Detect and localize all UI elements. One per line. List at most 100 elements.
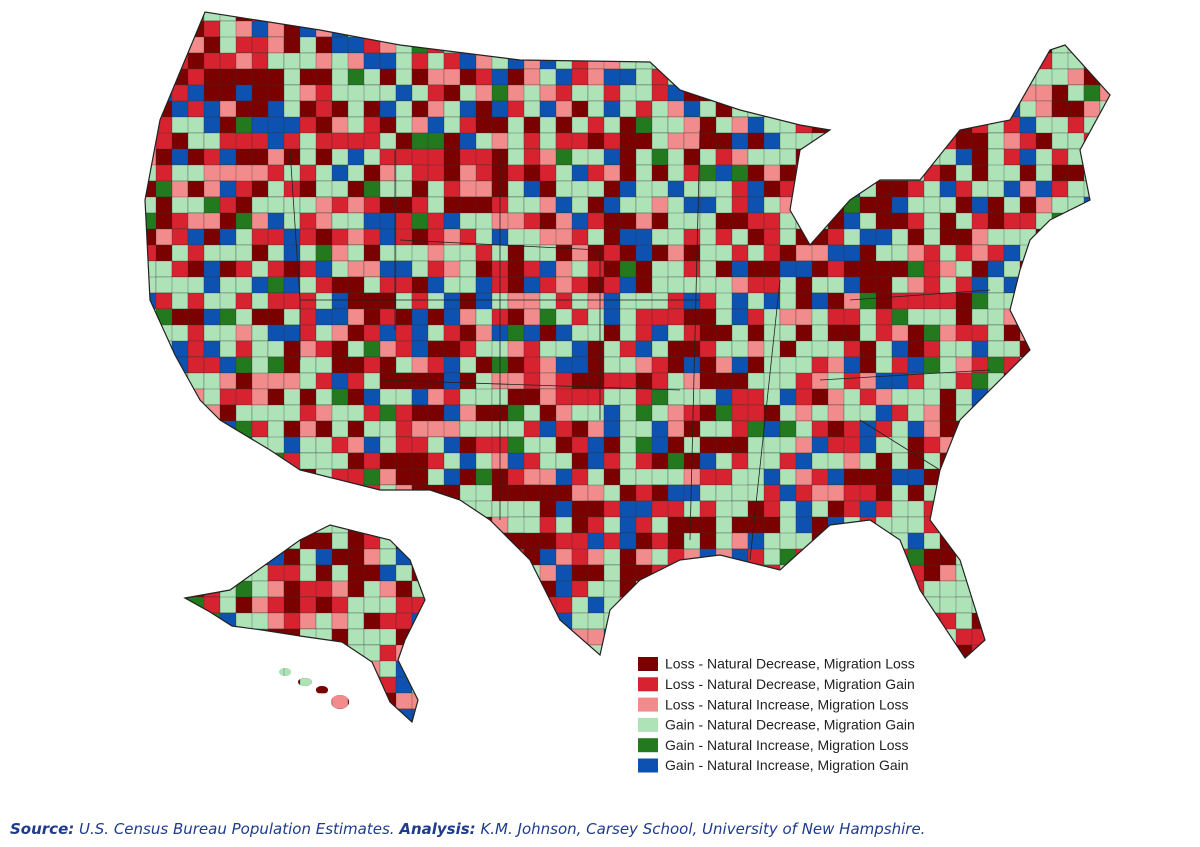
county-patch (1035, 644, 1069, 662)
county-patch (1099, 484, 1110, 502)
county-patch (476, 725, 508, 741)
county-patch (955, 132, 973, 150)
county-patch (443, 484, 461, 518)
county-patch (987, 36, 1005, 54)
county-patch (827, 116, 861, 134)
county-patch (395, 660, 429, 678)
county-patch (875, 100, 893, 134)
county-patch (667, 52, 701, 86)
county-patch (603, 324, 621, 342)
county-patch (603, 708, 637, 722)
county-patch (795, 580, 829, 598)
county-patch (1067, 12, 1085, 38)
county-patch (875, 84, 893, 102)
county-patch (955, 180, 973, 198)
county-patch (1051, 436, 1069, 454)
county-patch (379, 532, 397, 550)
county-patch (187, 132, 205, 150)
county-patch (539, 132, 557, 150)
county-patch (955, 260, 973, 278)
county-patch (939, 676, 957, 694)
county-patch (683, 596, 717, 614)
county-patch (683, 564, 701, 582)
county-patch (235, 676, 269, 710)
county-patch (875, 20, 909, 54)
county-patch (1099, 628, 1110, 662)
county-patch (1067, 276, 1085, 294)
county-patch (203, 548, 221, 582)
county-patch (651, 52, 685, 70)
county-patch (1067, 612, 1085, 630)
county-patch (491, 36, 525, 54)
county-patch (283, 692, 317, 722)
county-patch (875, 180, 893, 198)
county-patch (875, 52, 909, 86)
county-patch (827, 164, 861, 198)
county-patch (875, 612, 909, 630)
county-patch (635, 340, 653, 358)
county-patch (1051, 388, 1085, 406)
county-patch (347, 12, 365, 22)
county-patch (267, 532, 285, 550)
county-patch (171, 628, 205, 646)
county-patch (699, 484, 717, 502)
county-patch (1083, 548, 1101, 566)
county-patch (507, 20, 525, 54)
county-patch (507, 196, 525, 214)
county-patch (1003, 388, 1037, 406)
county-patch (427, 12, 445, 22)
county-patch (587, 660, 621, 678)
county-patch (316, 725, 348, 741)
county-patch (1099, 244, 1110, 262)
county-patch (203, 36, 221, 54)
county-patch (1083, 420, 1110, 438)
county-patch (331, 36, 349, 54)
county-patch (315, 388, 333, 406)
county-patch (1099, 404, 1110, 438)
county-patch (1067, 388, 1101, 406)
county-patch (187, 564, 221, 582)
county-patch (235, 324, 253, 342)
county-patch (1067, 52, 1085, 70)
county-patch (971, 388, 989, 406)
county-patch (155, 628, 173, 646)
county-patch (939, 388, 957, 406)
county-patch (203, 436, 221, 454)
county-patch (907, 68, 925, 86)
county-patch (1099, 692, 1110, 710)
county-patch (187, 212, 205, 230)
county-patch (907, 324, 925, 342)
county-patch (411, 132, 429, 150)
county-patch (1067, 532, 1101, 550)
county-patch (187, 356, 205, 374)
county-patch (315, 644, 333, 678)
county-patch (811, 260, 829, 278)
county-patch (145, 324, 157, 342)
county-patch (747, 596, 765, 614)
county-patch (507, 372, 525, 390)
county-patch (155, 484, 189, 502)
county-patch (443, 20, 461, 54)
county-patch (1083, 532, 1110, 550)
county-patch (1019, 452, 1037, 470)
county-patch (555, 100, 573, 118)
county-patch (171, 676, 205, 694)
county-patch (1067, 708, 1085, 722)
county-patch (1099, 356, 1110, 374)
analysis-text: K.M. Johnson, Carsey School, University … (480, 820, 926, 838)
county-patch (635, 404, 653, 422)
county-patch (923, 100, 941, 134)
county-patch (891, 84, 925, 118)
county-patch (475, 356, 493, 374)
county-patch (443, 532, 477, 550)
county-patch (315, 132, 333, 150)
county-patch (571, 660, 605, 694)
county-patch (1019, 260, 1053, 294)
county-patch (731, 196, 749, 214)
county-patch (427, 676, 445, 710)
county-patch (507, 548, 525, 582)
county-patch (145, 596, 157, 614)
county-patch (603, 20, 637, 54)
county-patch (619, 148, 637, 166)
source-label: Source: (10, 820, 75, 838)
